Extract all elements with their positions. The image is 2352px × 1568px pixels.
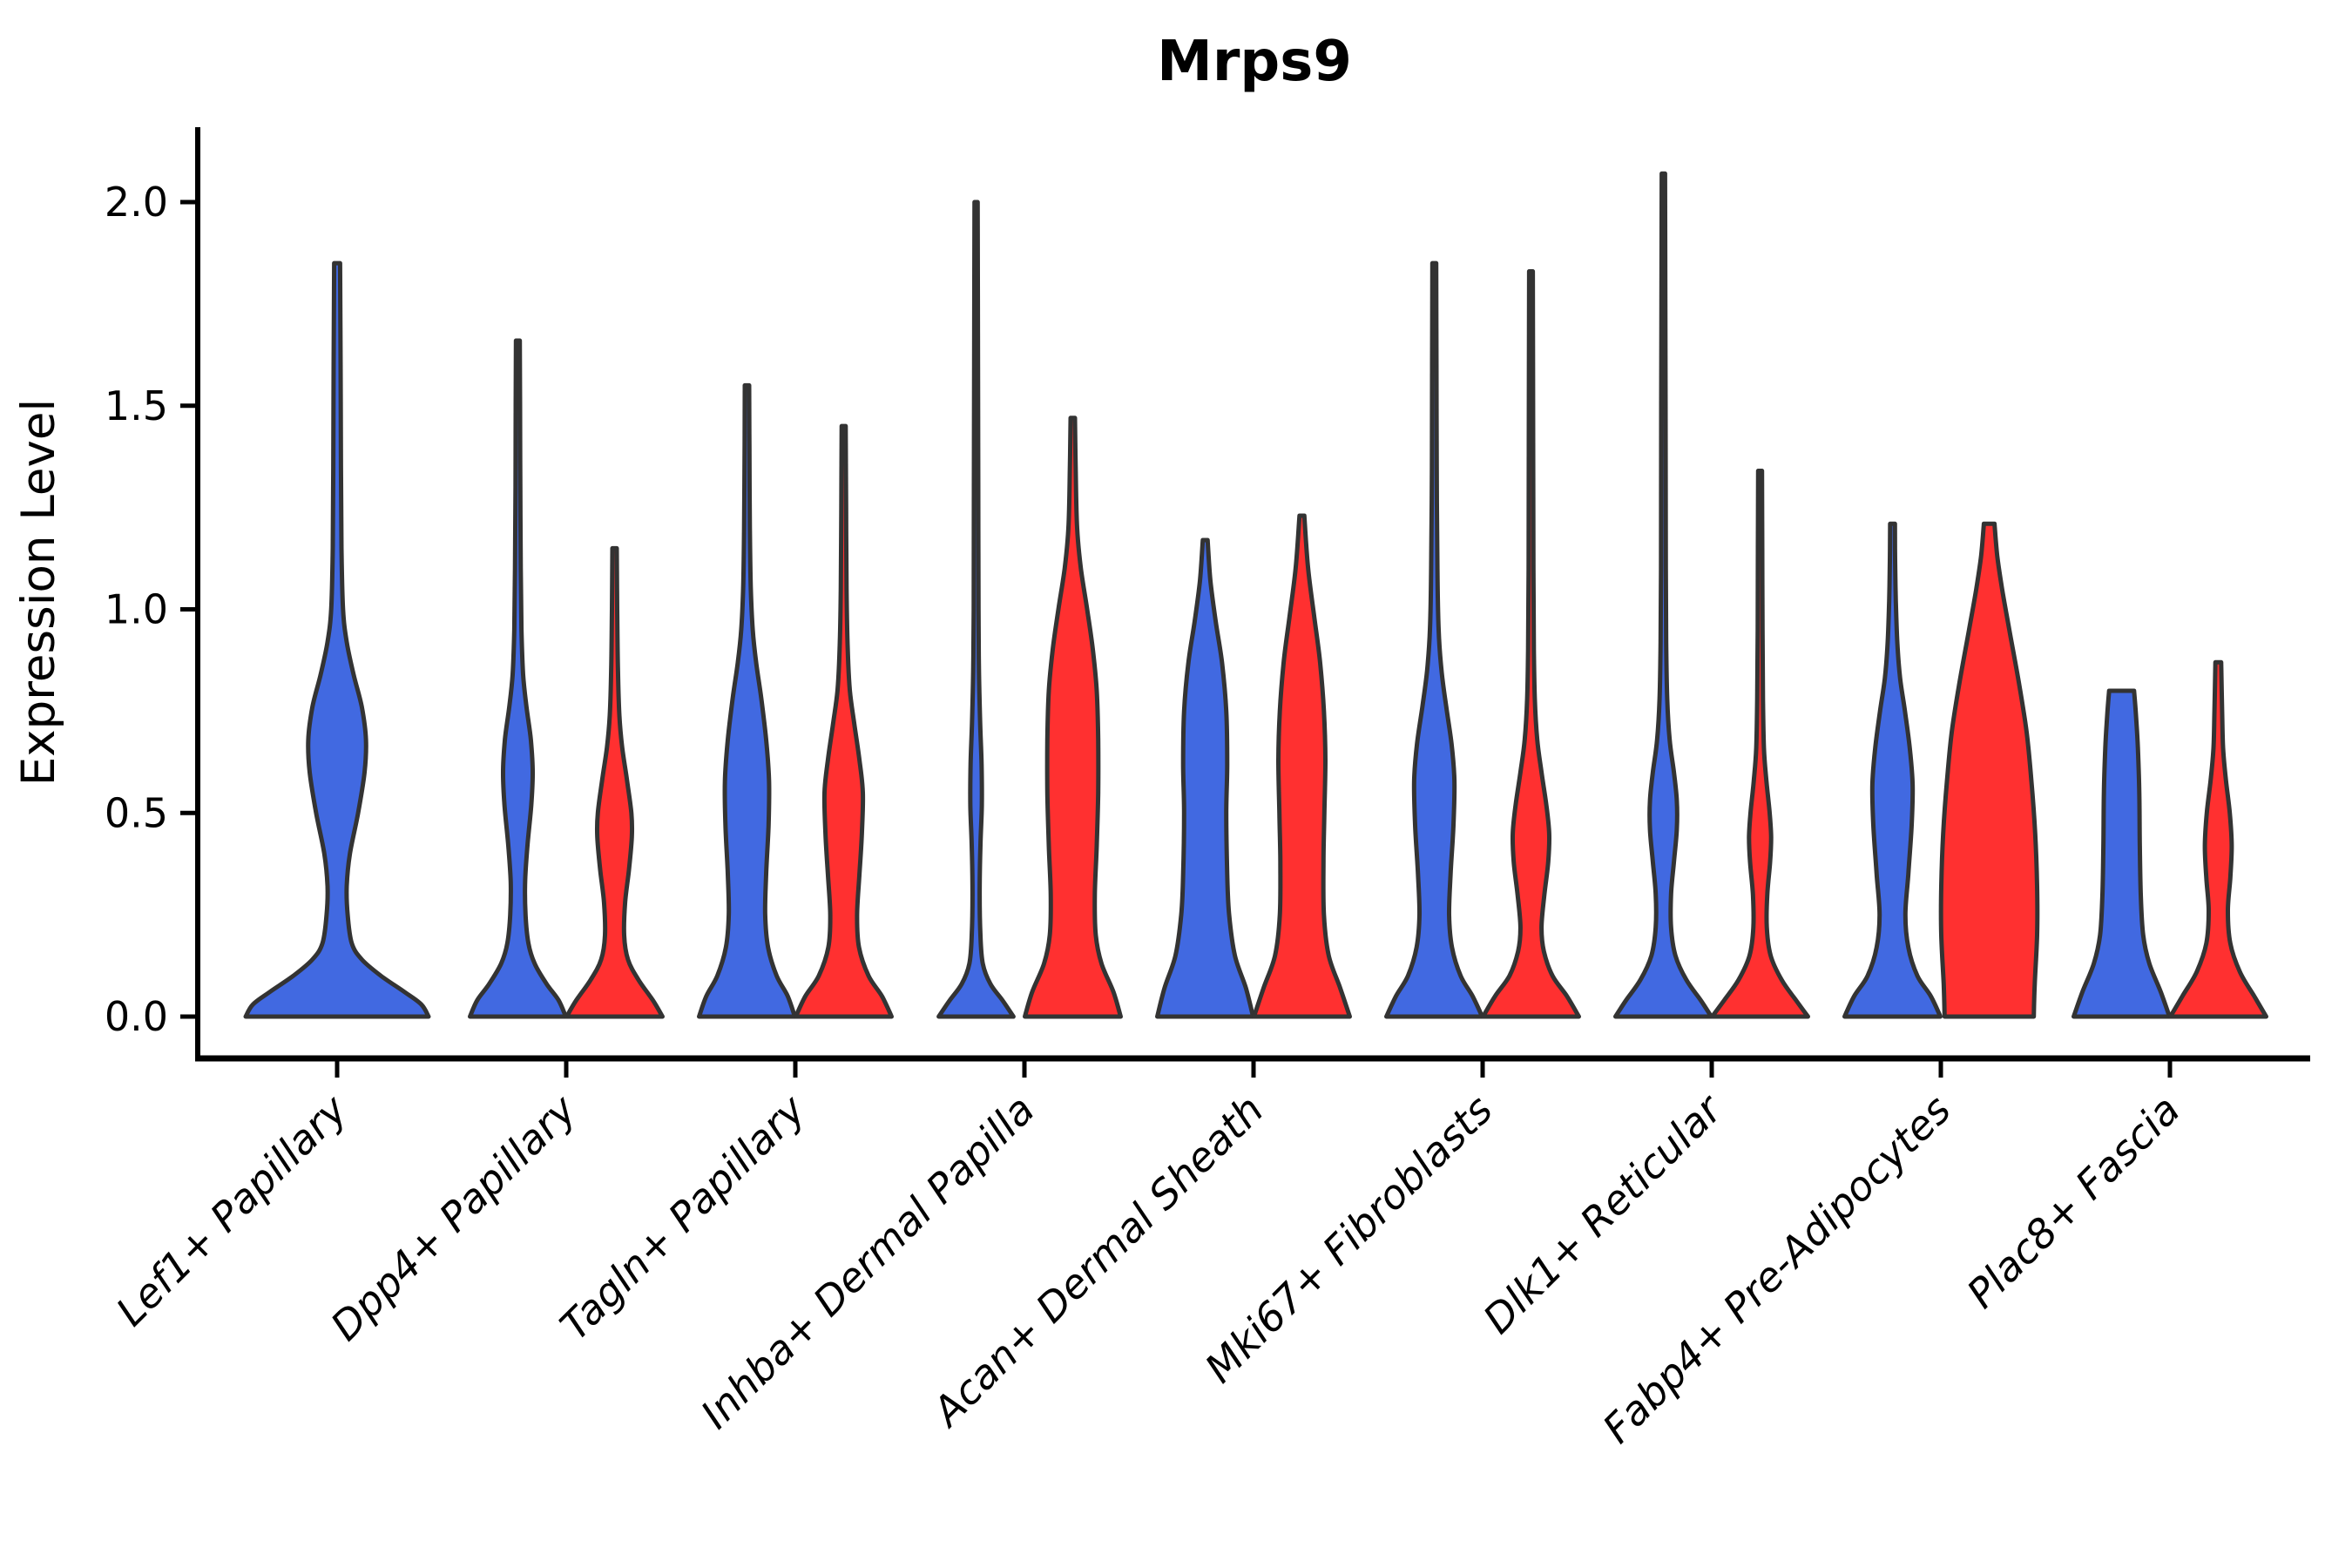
violin-red-acan-dermal-sheath [1252,513,1352,1019]
violin-red-tagln-papillary [794,423,894,1019]
violin-red-dpp4-papillary [564,545,665,1019]
violin-group-3 [697,382,894,1019]
x-tick-label: Tagln+ Papillary [551,1085,814,1349]
y-tick-label: 0.0 [105,993,168,1040]
violin-red-mki67-fibroblasts [1481,269,1581,1019]
violin-red-fabp4-pre-adipocytes [1938,521,2040,1019]
violin-group-4 [936,199,1123,1019]
violins-layer [243,171,2268,1019]
violin-blue-lef1-papillary [243,260,431,1019]
violin-blue-plac8-fascia [2072,688,2172,1019]
y-tick-label: 2.0 [105,179,168,226]
violin-group-8 [1842,521,2040,1019]
x-tick-label: Lef1+ Papillary [107,1085,356,1335]
x-tick-label: Dlk1+ Reticular [1474,1084,1733,1342]
violin-blue-mki67-fibroblasts [1384,260,1484,1019]
y-tick-label: 0.5 [105,789,168,836]
violin-red-dlk1-reticular [1710,469,1810,1019]
violin-group-6 [1384,260,1581,1019]
violin-group-9 [2072,659,2268,1019]
violin-blue-inhba-dermal-papilla [936,199,1016,1019]
violin-blue-dlk1-reticular [1613,171,1713,1019]
y-tick-label: 1.0 [105,586,168,633]
x-tick-label: Dpp4+ Papillary [321,1085,585,1349]
y-axis-label: Expression Level [12,399,65,786]
y-tick-label: 1.5 [105,382,168,429]
violin-blue-tagln-papillary [697,382,797,1019]
violin-blue-dpp4-papillary [468,338,568,1019]
violin-group-7 [1613,171,1810,1019]
x-tick-label: Plac8+ Fascia [1957,1086,2188,1317]
violin-group-5 [1155,513,1352,1019]
violin-group-2 [468,338,665,1019]
chart-title: Mrps9 [1157,30,1352,94]
violin-group-1 [243,260,431,1019]
violin-blue-fabp4-pre-adipocytes [1842,521,1943,1019]
violin-blue-acan-dermal-sheath [1155,537,1255,1019]
violin-red-plac8-fascia [2168,659,2268,1019]
violin-red-inhba-dermal-papilla [1023,416,1123,1019]
